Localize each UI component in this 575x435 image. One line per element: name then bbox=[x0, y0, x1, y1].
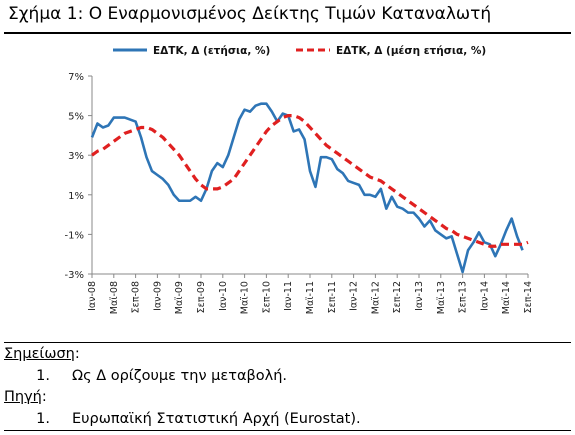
series-line-2 bbox=[91, 113, 529, 248]
top-rule bbox=[4, 32, 571, 34]
x-tick-label: Ιαν-11 bbox=[283, 281, 294, 311]
note-item-text: Ως Δ ορίζουμε την μεταβολή. bbox=[72, 367, 288, 384]
notes-rule bbox=[4, 342, 571, 343]
legend-label-1: ΕΔΤΚ, Δ (ετήσια, %) bbox=[153, 45, 270, 57]
source-heading-line: Πηγή: bbox=[4, 387, 571, 409]
y-tick-label: 5% bbox=[68, 112, 84, 123]
figure-title: Σχήμα 1: Ο Εναρμονισμένος Δείκτης Τιμών … bbox=[8, 4, 492, 24]
source-item-text: Ευρωπαϊκή Στατιστική Αρχή (Eurostat). bbox=[72, 410, 361, 427]
x-tick-label: Μαϊ-08 bbox=[109, 281, 120, 314]
y-axis: -3% -1% 1% 3% 5% 7% bbox=[65, 72, 93, 281]
x-tick-label: Ιαν-14 bbox=[479, 281, 490, 311]
series-lines bbox=[90, 102, 529, 274]
x-tick-label: Μαϊ-09 bbox=[174, 281, 185, 314]
y-tick-label: 7% bbox=[68, 72, 84, 83]
y-tick-label: -3% bbox=[65, 270, 84, 281]
note-heading-line: Σημείωση: bbox=[4, 344, 571, 366]
x-tick-label: Σεπ-11 bbox=[327, 281, 338, 313]
x-tick-label: Σεπ-12 bbox=[392, 281, 403, 313]
x-tick-label: Σεπ-14 bbox=[523, 281, 534, 313]
source-item: 1. Ευρωπαϊκή Στατιστική Αρχή (Eurostat). bbox=[4, 409, 571, 431]
y-tick-label: 3% bbox=[68, 151, 84, 162]
x-tick-label: Σεπ-10 bbox=[261, 281, 272, 313]
legend-label-2: ΕΔΤΚ, Δ (μέση ετήσια, %) bbox=[336, 45, 486, 57]
series-line-1 bbox=[90, 102, 524, 274]
x-tick-label: Σεπ-09 bbox=[196, 281, 207, 313]
x-tick-label: Σεπ-08 bbox=[131, 281, 142, 313]
source-heading: Πηγή bbox=[4, 389, 42, 405]
bottom-rule bbox=[4, 430, 571, 431]
x-tick-label: Μαϊ-14 bbox=[501, 281, 512, 314]
x-tick-label: Μαϊ-13 bbox=[436, 281, 447, 314]
x-tick-label: Σεπ-13 bbox=[458, 281, 469, 313]
x-tick-label: Ιαν-13 bbox=[414, 281, 425, 311]
note-item: 1. Ως Δ ορίζουμε την μεταβολή. bbox=[4, 366, 571, 388]
x-tick-label: Ιαν-10 bbox=[218, 281, 229, 311]
x-axis: Ιαν-08 Μαϊ-08 Σεπ-08 Ιαν-09 Μαϊ-09 Σεπ-09 Ιαν-… bbox=[87, 273, 534, 314]
source-item-number: 1. bbox=[36, 410, 50, 427]
note-colon: : bbox=[74, 346, 80, 362]
source-colon: : bbox=[41, 389, 47, 405]
chart-legend: ΕΔΤΚ, Δ (ετήσια, %) ΕΔΤΚ, Δ (μέση ετήσια,… bbox=[113, 45, 486, 57]
note-item-number: 1. bbox=[36, 367, 50, 384]
x-tick-label: Μαϊ-12 bbox=[370, 281, 381, 314]
notes-section: Σημείωση: 1. Ως Δ ορίζουμε την μεταβολή.… bbox=[4, 344, 571, 430]
x-tick-label: Μαϊ-10 bbox=[240, 281, 251, 314]
x-tick-label: Ιαν-08 bbox=[87, 281, 98, 311]
x-tick-label: Ιαν-12 bbox=[349, 281, 360, 311]
note-heading: Σημείωση bbox=[4, 346, 75, 362]
x-tick-label: Μαϊ-11 bbox=[305, 281, 316, 314]
y-tick-label: 1% bbox=[68, 191, 84, 202]
x-tick-label: Ιαν-09 bbox=[152, 281, 163, 311]
y-tick-label: -1% bbox=[65, 230, 84, 241]
cpi-line-chart: ΕΔΤΚ, Δ (ετήσια, %) ΕΔΤΚ, Δ (μέση ετήσια,… bbox=[65, 45, 534, 314]
